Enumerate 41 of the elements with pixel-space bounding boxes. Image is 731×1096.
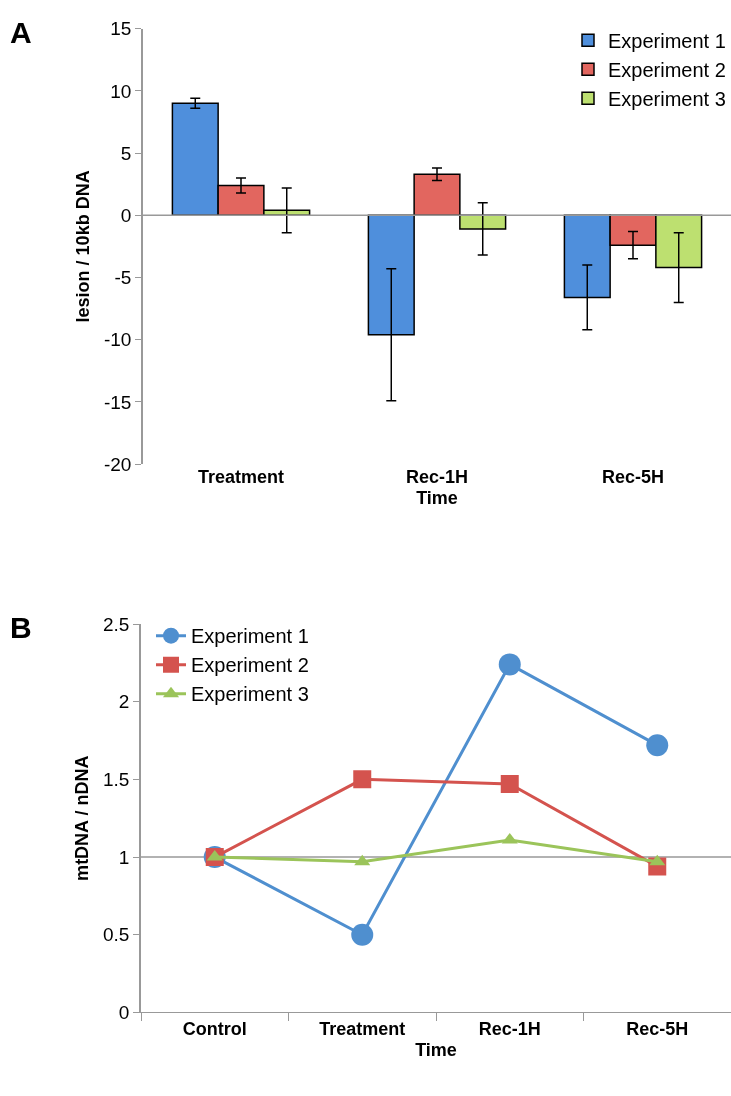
point	[646, 734, 669, 757]
text: B	[10, 611, 32, 644]
legend-label: Experiment 3	[191, 683, 309, 706]
x-tick-label: Treatment	[319, 1019, 406, 1040]
point	[353, 770, 372, 789]
point	[351, 923, 374, 946]
legend-label: Experiment 2	[191, 654, 309, 677]
y-tick-label: -10	[103, 329, 132, 351]
y-tick-label: 0	[118, 1002, 130, 1024]
point	[500, 775, 519, 794]
y-tick-label: 1	[118, 846, 130, 868]
x-tick-label: Rec-5H	[601, 467, 665, 488]
x-tick-label: Rec-5H	[626, 1019, 689, 1040]
legend-label: Experiment 2	[608, 59, 726, 82]
text: A	[10, 16, 32, 49]
x-tick-label: Rec-1H	[478, 1019, 541, 1040]
y-tick-label: 2.5	[103, 613, 130, 635]
y-tick-label: 0.5	[103, 924, 130, 946]
y-tick-label: 5	[120, 142, 132, 164]
x-tick-label: Control	[182, 1019, 247, 1040]
point	[649, 854, 666, 866]
y-tick-label: -5	[114, 267, 132, 289]
x-tick-label: Treatment	[197, 467, 285, 488]
legend-label: Experiment 1	[608, 30, 726, 53]
x-axis-title: Time	[416, 488, 458, 509]
y-axis-title: mtDNA / nDNA	[71, 755, 92, 881]
x-axis-title: Time	[415, 1040, 457, 1061]
legend-label: Experiment 3	[608, 88, 726, 111]
y-tick-label: 15	[110, 18, 132, 40]
y-tick-label: 1.5	[103, 769, 130, 791]
x-tick-label: Rec-1H	[405, 467, 469, 488]
y-tick-label: 0	[120, 204, 132, 226]
y-tick-label: 2	[118, 691, 130, 713]
legend-label: Experiment 1	[191, 625, 309, 648]
y-axis-title: lesion / 10kb DNA	[72, 170, 93, 323]
point	[498, 653, 521, 676]
y-tick-label: -15	[103, 391, 132, 413]
y-tick-label: -20	[103, 453, 132, 475]
y-tick-label: 10	[110, 80, 132, 102]
point	[501, 832, 518, 844]
point	[354, 854, 371, 866]
